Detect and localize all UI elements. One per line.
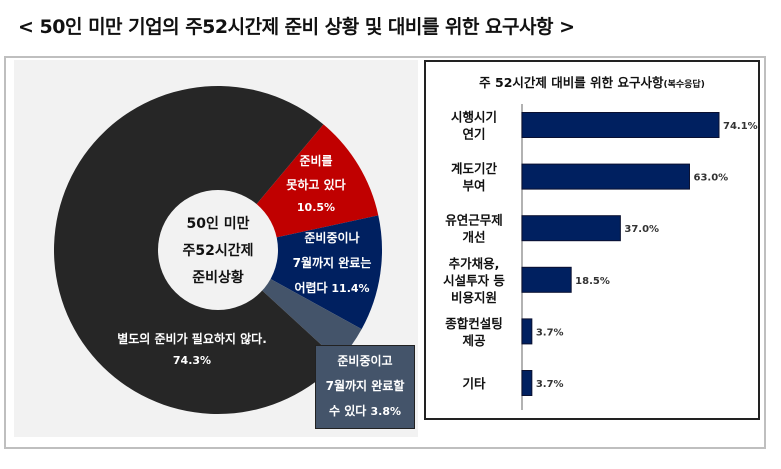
bar-value-label: 18.5% [575, 276, 610, 287]
callout-text: 수 있다 [328, 404, 367, 418]
bar-value-label: 74.1% [723, 121, 758, 132]
slice-value: 74.3% [173, 354, 211, 367]
donut-center-label: 준비상황 [192, 269, 244, 286]
callout-line: 수 있다 3.8% [316, 399, 414, 424]
callout-line: 준비중이고 [337, 354, 393, 368]
bar [521, 266, 572, 293]
slice-value: 11.4% [328, 282, 370, 295]
bar-value-label: 37.0% [624, 224, 659, 235]
slice-label: 준비를 [299, 153, 332, 168]
bar [521, 163, 690, 190]
callout-slice-3: 준비중이고 7월까지 완료할 수 있다 3.8% [315, 345, 415, 429]
bar-chart-title-text: 주 52시간제 대비를 위한 요구사항 [479, 75, 664, 90]
category-label: 비용지원 [451, 290, 497, 305]
slice-label-text: 어렵다 [294, 280, 327, 295]
callout-line: 7월까지 완료할 [325, 379, 405, 393]
slice-label: 어렵다 11.4% [294, 280, 369, 295]
category-label: 개선 [462, 230, 485, 245]
category-label: 계도기간 [451, 161, 498, 176]
bar [521, 215, 621, 242]
bar-chart-title: 주 52시간제 대비를 위한 요구사항(복수응답) [479, 75, 705, 90]
slice-label: 못하고 있다 [286, 177, 345, 192]
slice-label: 준비중이나 [304, 230, 359, 245]
bar [521, 318, 533, 345]
donut-center-label: 주52시간제 [182, 242, 253, 259]
chart-frame [4, 56, 766, 449]
donut-hole [158, 190, 278, 310]
category-label: 제공 [462, 333, 486, 348]
slice-value: 10.5% [297, 201, 335, 214]
bar [521, 112, 720, 138]
slice-label: 별도의 준비가 필요하지 않다. [117, 331, 267, 346]
category-label: 종합컨설팅 [445, 316, 503, 331]
page-title: < 50인 미만 기업의 주52시간제 준비 상황 및 대비를 위한 요구사항 … [18, 16, 575, 38]
category-label: 추가채용, [449, 256, 500, 271]
bar-value-label: 3.7% [536, 327, 564, 338]
category-label: 시설투자 등 [443, 273, 505, 288]
donut-center-label: 50인 미만 [187, 215, 250, 232]
category-label: 연기 [462, 127, 485, 142]
category-label: 시행시기 [451, 110, 497, 125]
category-label: 부여 [462, 178, 485, 193]
bar-value-label: 63.0% [693, 173, 728, 184]
category-label: 기타 [462, 376, 486, 391]
slice-label: 7월까지 완료는 [293, 255, 372, 270]
category-label: 유연근무제 [445, 213, 503, 228]
callout-value: 3.8% [370, 405, 401, 418]
bar-chart-subtitle: (복수응답) [663, 78, 704, 90]
bar [521, 370, 533, 396]
bar-value-label: 3.7% [536, 379, 564, 390]
